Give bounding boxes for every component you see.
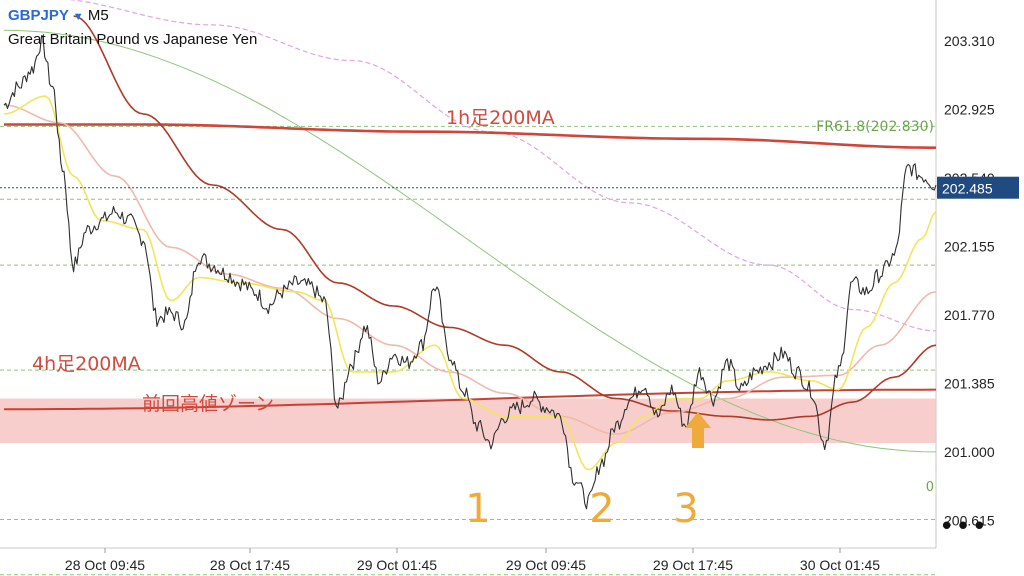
timeframe-label[interactable]: M5 — [87, 7, 109, 24]
x-tick-label: 28 Oct 17:45 — [210, 557, 290, 573]
x-tick-label: 29 Oct 09:45 — [506, 557, 586, 573]
x-tick-label: 29 Oct 01:45 — [357, 557, 437, 573]
swing-label-1: 1 — [465, 486, 490, 532]
symbol-label[interactable]: GBPJPY — [8, 7, 69, 24]
symbol-selector[interactable]: GBPJPY ▼ M5 — [8, 7, 109, 24]
label-1h-200ma: 1h足200MA — [446, 107, 555, 129]
label-fib-618: FR61.8(202.830) — [816, 119, 934, 135]
current-price-label: 202.485 — [942, 181, 993, 197]
chart-subtitle: Great Britain Pound vs Japanese Yen — [8, 31, 258, 48]
x-tick-label: 30 Oct 01:45 — [800, 557, 880, 573]
more-dots-icon[interactable]: ••• — [938, 512, 988, 542]
y-tick-label: 201.770 — [944, 307, 995, 323]
swing-label-2: 2 — [589, 486, 614, 532]
current-price-badge — [937, 176, 1019, 199]
x-tick-label: 28 Oct 09:45 — [65, 557, 145, 573]
y-tick-label: 200.615 — [944, 512, 995, 528]
y-tick-label: 202.925 — [944, 101, 995, 117]
y-tick-label: 201.000 — [944, 444, 995, 460]
up-arrow-icon — [685, 412, 711, 448]
label-fib-zero: 0 — [926, 480, 934, 495]
resistance-zone — [0, 398, 936, 444]
label-resistance-zone: 前回高値ゾーン — [142, 393, 274, 415]
y-tick-label: 202.155 — [944, 238, 995, 254]
ma-fast-line — [3, 95, 937, 471]
ma-1h-200-line — [4, 123, 936, 149]
y-tick-label: 203.310 — [944, 33, 995, 49]
ma-violet-line — [68, 0, 937, 332]
y-tick-label: 201.385 — [944, 375, 995, 391]
swing-label-3: 3 — [673, 486, 698, 532]
label-4h-200ma: 4h足200MA — [32, 353, 141, 375]
x-tick-label: 29 Oct 17:45 — [653, 557, 733, 573]
triangle-down-icon[interactable]: ▼ — [72, 11, 84, 23]
trend-line-green — [3, 29, 937, 453]
ma-pink-line — [3, 104, 937, 435]
price-line — [3, 35, 937, 510]
ma-dark-line — [73, 15, 937, 421]
